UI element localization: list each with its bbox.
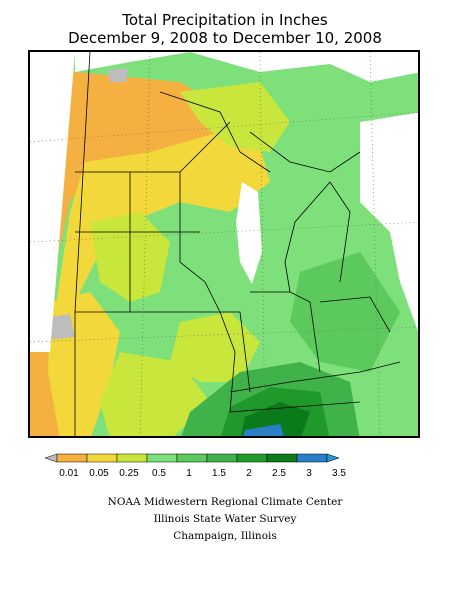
legend-scale: 0.01 0.05 0.25 0.5 1 1.5 2 2.5 3 3.5	[44, 453, 346, 479]
zone-green-darkest	[240, 402, 310, 436]
legend-label: 0.05	[89, 468, 109, 479]
legend-swatch	[236, 453, 268, 463]
graticule	[30, 52, 418, 436]
legend-swatch	[296, 453, 328, 463]
zone-yellow-north	[55, 132, 270, 402]
legend-label: 2.5	[272, 468, 286, 479]
legend-label: 3.5	[332, 468, 346, 479]
legend-swatch	[146, 453, 178, 463]
credit-location: Champaign, Illinois	[173, 530, 277, 542]
legend-label: 0.25	[119, 468, 139, 479]
boundary-lines	[74, 52, 401, 436]
outside-top-left	[30, 52, 75, 352]
legend-swatch	[266, 453, 298, 463]
legend-label: 0.01	[59, 468, 79, 479]
zone-gray-northwest	[108, 68, 128, 82]
zone-lime-south	[100, 352, 210, 436]
outside-top-strip	[75, 52, 418, 82]
legend-label: 3	[306, 468, 312, 479]
legend-swatch	[326, 453, 340, 463]
legend-swatch	[86, 453, 118, 463]
date-range-subtitle: December 9, 2008 to December 10, 2008	[68, 29, 382, 47]
outside-right	[360, 112, 418, 332]
legend-swatch	[56, 453, 88, 463]
precipitation-legend: 0.01 0.05 0.25 0.5 1 1.5 2 2.5 3 3.5	[0, 448, 450, 484]
outside-lake-michigan	[236, 182, 262, 284]
legend-label: 1.5	[212, 468, 226, 479]
map-title: Total Precipitation in Inches	[122, 11, 328, 29]
credit-organization: NOAA Midwestern Regional Climate Center	[107, 496, 343, 508]
zone-green-light-north	[180, 82, 290, 152]
credit-survey: Illinois State Water Survey	[153, 513, 297, 525]
legend-label: 0.5	[152, 468, 166, 479]
legend-swatch	[44, 453, 58, 463]
legend-swatch	[116, 453, 148, 463]
legend-swatch	[206, 453, 238, 463]
map-canvas	[30, 52, 418, 436]
precipitation-map	[28, 50, 420, 438]
zone-blue-south	[243, 424, 284, 436]
legend-label: 2	[246, 468, 252, 479]
legend-label: 1	[186, 468, 192, 479]
zone-lime-central	[170, 312, 260, 382]
zone-green-east	[290, 252, 400, 372]
legend-swatch	[176, 453, 208, 463]
